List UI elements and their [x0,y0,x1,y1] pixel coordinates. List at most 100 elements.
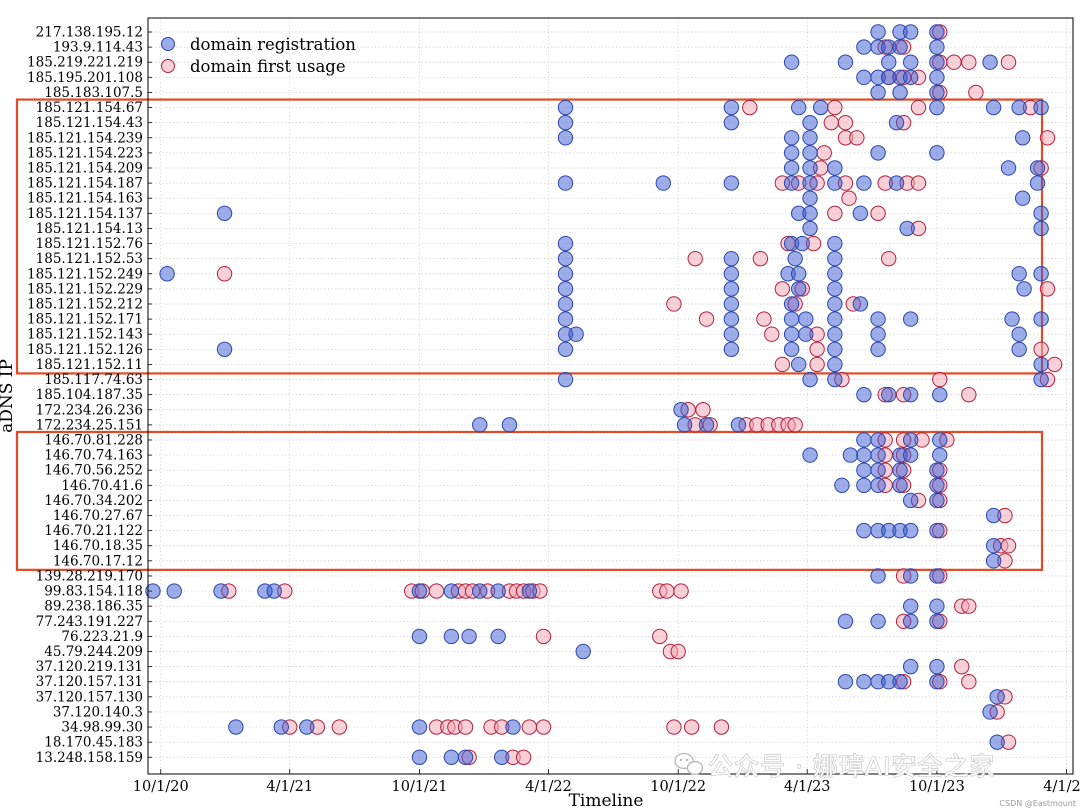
registration-point [929,39,945,55]
first-usage-point [752,250,769,267]
registration-point [1033,311,1049,327]
x-tick-label: 4/1/23 [784,779,831,795]
wechat-icon [674,752,704,775]
registration-point [166,583,182,599]
y-tick-label: 185.121.154.43 [36,115,143,131]
registration-point [881,54,897,70]
registration-point [827,266,843,282]
registration-point [985,538,1002,554]
registration-point [802,371,818,388]
first-usage-point [535,628,552,645]
first-usage-point [827,99,843,116]
registration-point [802,175,818,191]
registration-point [837,54,854,70]
registration-point [411,628,428,645]
first-usage-point [331,719,348,735]
y-tick-label: 172.234.25.151 [36,417,143,433]
registration-point [1033,205,1049,222]
legend-first-usage-label: domain first usage [190,57,346,76]
registration-point [787,250,803,267]
registration-point [902,492,919,509]
x-axis-title: Timeline [569,791,644,811]
first-usage-point [837,114,854,131]
registration-point [852,205,869,222]
registration-point [557,311,574,327]
registration-point [723,250,740,267]
registration-point [870,84,886,101]
first-usage-point [932,371,948,388]
registration-point [655,175,672,191]
y-tick-label: 185.121.154.13 [36,221,143,237]
registration-point [856,39,872,55]
registration-point [783,160,800,176]
registration-point [827,281,843,297]
y-tick-label: 185.121.152.126 [27,342,143,358]
registration-point [929,54,945,70]
first-usage-point [652,628,668,645]
registration-point [929,145,945,161]
registration-point [902,658,919,675]
y-tick-label: 185.121.152.212 [27,296,143,312]
registration-point [443,628,460,645]
registration-point [802,447,818,463]
registration-point [472,583,488,599]
first-usage-point [910,99,927,116]
registration-point [557,99,574,116]
registration-point [985,507,1002,524]
y-tick-label: 185.121.152.171 [27,312,143,328]
registration-point [892,674,908,690]
first-usage-point [670,643,686,660]
registration-point [802,145,818,161]
y-tick-label: 139.28.219.170 [36,568,143,584]
registration-point [929,522,945,539]
x-tick-label: 4/1/24 [1043,779,1080,795]
first-usage-point [698,311,715,327]
watermark-channel-text: 公众号 · 娜璋AI安全之家 [708,752,995,781]
registration-point [856,432,872,448]
registration-point [723,326,740,342]
watermark-credit-text: CSDN @Eastmount [999,799,1076,808]
registration-point [557,371,574,388]
registration-point [892,462,908,478]
registration-point [299,719,315,735]
first-usage-point [816,145,832,161]
y-tick-label: 185.121.154.163 [27,191,143,207]
registration-point [856,462,872,478]
y-tick-label: 146.70.27.67 [53,508,143,524]
registration-point [902,432,919,448]
registration-point [1000,160,1017,176]
registration-point [827,371,843,388]
registration-point [783,326,800,342]
y-tick-label: 185.121.154.187 [27,176,143,192]
first-usage-point [535,719,552,735]
y-tick-label: 185.121.154.209 [27,160,143,176]
registration-point [557,114,574,131]
registration-point [929,99,945,116]
registration-point [902,522,919,539]
registration-point [1033,220,1049,237]
first-usage-point [961,598,977,614]
y-tick-label: 37.120.219.131 [36,659,143,675]
registration-point [827,311,843,327]
first-usage-point [1039,281,1056,297]
registration-point [870,447,886,463]
registration-point [798,311,814,327]
registration-point [982,704,998,720]
registration-point [501,417,518,433]
registration-point [929,674,945,690]
registration-point [870,462,886,478]
registration-point [443,749,460,765]
first-usage-point [1000,538,1017,554]
registration-point [472,417,488,433]
legend-registration-marker [161,37,175,51]
registration-point [932,432,948,448]
registration-point [411,749,428,765]
registration-point [812,99,829,116]
registration-point [723,296,740,312]
registration-point [837,613,854,629]
registration-point [899,220,915,237]
registration-point [827,235,843,252]
first-usage-point [742,99,758,116]
